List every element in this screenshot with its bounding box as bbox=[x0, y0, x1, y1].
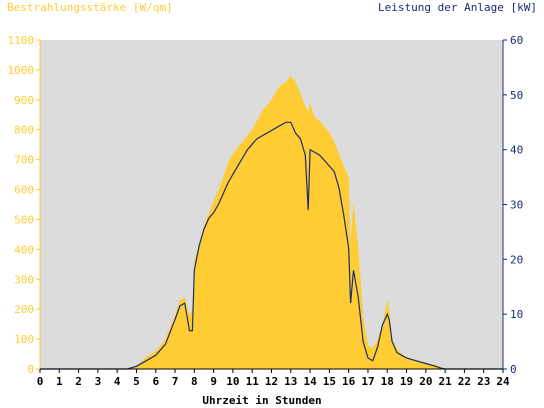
x-tick-label: 7 bbox=[172, 375, 179, 388]
x-tick-label: 5 bbox=[133, 375, 140, 388]
x-tick-label: 21 bbox=[439, 375, 453, 388]
x-axis-title: Uhrzeit in Stunden bbox=[202, 394, 321, 407]
x-tick-label: 4 bbox=[114, 375, 121, 388]
right-tick-label: 50 bbox=[510, 89, 523, 102]
x-tick-label: 3 bbox=[95, 375, 102, 388]
left-tick-label: 600 bbox=[14, 184, 34, 197]
x-tick-label: 0 bbox=[37, 375, 44, 388]
irradiance-area bbox=[40, 75, 503, 370]
x-tick-label: 16 bbox=[342, 375, 356, 388]
x-tick-label: 6 bbox=[152, 375, 159, 388]
series-layer bbox=[40, 75, 503, 370]
left-tick-label: 700 bbox=[14, 154, 34, 167]
x-tick-label: 24 bbox=[496, 375, 510, 388]
left-y-ticks: 0 100 200 300 400 500 600 700 800 900 1000 1100 bbox=[8, 34, 40, 376]
x-tick-label: 12 bbox=[265, 375, 278, 388]
right-tick-label: 20 bbox=[510, 253, 523, 266]
left-tick-label: 900 bbox=[14, 94, 34, 107]
x-tick-label: 17 bbox=[361, 375, 374, 388]
left-tick-label: 300 bbox=[14, 273, 34, 286]
x-ticks: 0 1 2 3 4 5 6 7 8 9 10 11 12 13 14 15 16 17 18 19 20 21 22 23 24 bbox=[37, 369, 510, 388]
x-tick-label: 15 bbox=[323, 375, 336, 388]
x-tick-label: 20 bbox=[419, 375, 432, 388]
x-tick-label: 22 bbox=[458, 375, 471, 388]
x-tick-label: 18 bbox=[381, 375, 394, 388]
x-tick-label: 8 bbox=[191, 375, 198, 388]
right-tick-label: 60 bbox=[510, 34, 523, 47]
left-axis-title: Bestrahlungsstärke [W/qm] bbox=[7, 1, 173, 14]
right-y-ticks: 0 10 20 30 40 50 60 bbox=[503, 34, 523, 376]
power-line bbox=[40, 121, 503, 370]
right-tick-label: 0 bbox=[510, 363, 517, 376]
x-tick-label: 14 bbox=[303, 375, 317, 388]
left-tick-label: 0 bbox=[27, 363, 34, 376]
left-tick-label: 200 bbox=[14, 303, 34, 316]
right-axis-title: Leistung der Anlage [kW] bbox=[378, 1, 537, 14]
left-tick-label: 500 bbox=[14, 213, 34, 226]
x-tick-label: 23 bbox=[477, 375, 490, 388]
x-tick-label: 9 bbox=[210, 375, 217, 388]
left-tick-label: 1000 bbox=[8, 64, 35, 77]
left-tick-label: 800 bbox=[14, 124, 34, 137]
left-tick-label: 100 bbox=[14, 333, 34, 346]
x-tick-label: 19 bbox=[400, 375, 413, 388]
x-tick-label: 11 bbox=[246, 375, 260, 388]
x-tick-label: 1 bbox=[56, 375, 63, 388]
left-tick-label: 400 bbox=[14, 243, 34, 256]
x-tick-label: 2 bbox=[75, 375, 82, 388]
right-tick-label: 10 bbox=[510, 308, 523, 321]
x-tick-label: 10 bbox=[226, 375, 239, 388]
x-tick-label: 13 bbox=[284, 375, 297, 388]
right-tick-label: 40 bbox=[510, 144, 523, 157]
left-tick-label: 1100 bbox=[8, 34, 35, 47]
right-tick-label: 30 bbox=[510, 199, 523, 212]
